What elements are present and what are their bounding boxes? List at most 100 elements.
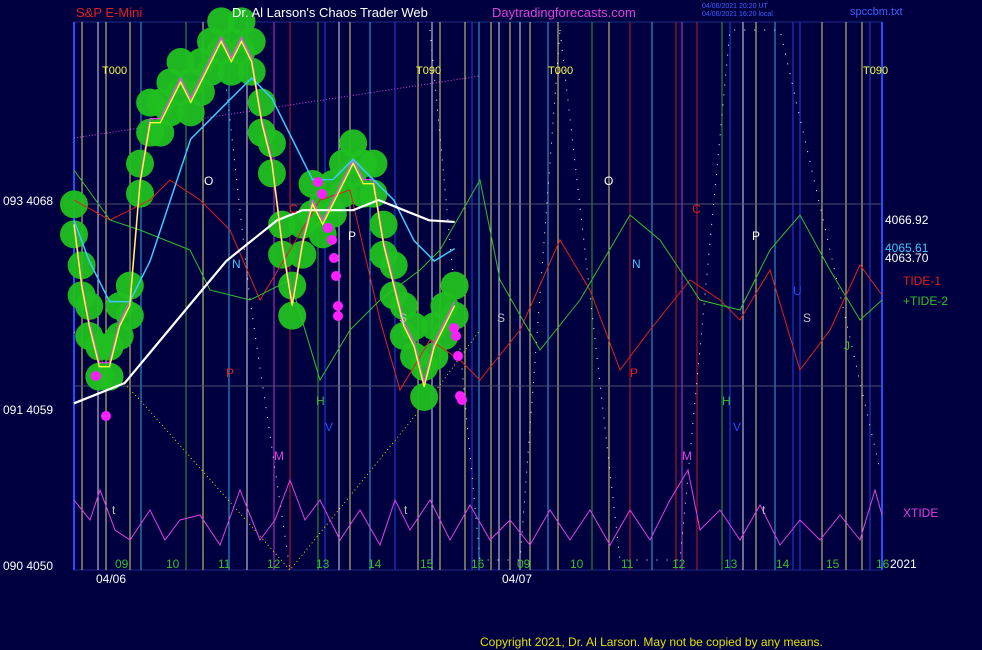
hour-label: 16 [876,557,890,571]
band-blob [288,240,317,269]
hour-label: 15 [826,557,840,571]
green-band-blobs [60,7,469,411]
magenta-markers [91,177,467,421]
hour-label: 11 [621,557,634,571]
band-blob [278,271,307,300]
band-blob [268,210,297,239]
t-label: T090 [416,65,441,77]
letter-marker: V [733,420,741,434]
magenta-marker [323,223,333,233]
dotted-curve [219,29,291,571]
letter-marker: H [722,394,731,408]
y-label: 091 4059 [3,403,53,417]
band-blob [257,129,286,158]
data-file-name: spccbm.txt [850,6,903,18]
symbol-title: S&P E-Mini [76,5,142,20]
letter-marker: C [692,202,701,216]
hour-label: 09 [517,557,531,571]
magenta-marker [313,177,323,187]
magenta-marker [331,271,341,281]
band-blob [75,292,104,320]
site-title: Dr. Al Larson's Chaos Trader Web [232,5,428,20]
magenta-marker [101,411,111,421]
band-blob [125,149,154,178]
hour-label: 09 [115,557,129,571]
horizontal-grid [73,75,882,387]
dotted-cycle-curves [73,29,881,571]
letter-marker: P [348,229,356,243]
letter-marker: N [632,257,641,271]
letter-marker: P [752,229,760,243]
hour-label: 12 [267,557,281,571]
magenta-marker [457,395,467,405]
letter-marker: H [316,394,325,408]
band-blob [115,301,144,330]
tide2-curve [73,169,883,382]
price-line [73,39,456,388]
t-label: T000 [548,65,573,77]
time-cycle-lines [73,22,883,570]
band-blob [95,362,124,391]
hour-axis: 09 10 11 12 13 14 15 16 09 10 11 12 13 14 15 16 [115,557,890,571]
letter-marker: S [803,311,811,325]
hour-label: 11 [218,557,231,571]
hour-label: 13 [316,557,330,571]
y-label: 090 4050 [3,559,53,573]
band-blob [60,220,88,249]
letter-marker: V [325,420,333,434]
letter-marker: C [289,202,298,216]
hour-label: 13 [724,557,738,571]
letter-marker: P [630,366,638,380]
hour-label: 10 [570,557,584,571]
band-blob [440,271,469,300]
letter-marker: N [232,257,241,271]
letter-marker: t [762,503,766,517]
magenta-marker [91,371,101,381]
band-blob [60,190,88,219]
tide-curves [73,169,883,547]
band-blob [379,251,408,280]
band-blob [369,210,398,239]
letter-marker: S [399,311,407,325]
band-blob [359,149,388,178]
xtide-label: XTIDE [903,506,938,520]
t-label: T090 [863,65,888,77]
magenta-marker [327,235,337,245]
letter-marker: t [404,503,408,517]
tide1-curve [73,179,883,392]
dotted-curve [559,29,881,561]
letter-marker: P [226,366,234,380]
band-blob [410,383,439,411]
magenta-marker [333,301,343,311]
tide2-label: +TIDE-2 [903,294,948,308]
xtide-curve [73,468,883,547]
magenta-marker [451,331,461,341]
band-blob [247,88,276,117]
date-label: 04/06 [96,572,126,586]
band-blob [440,301,469,330]
slow-avg-label: 4063.70 [885,251,929,265]
hour-label: 10 [166,557,180,571]
letter-marker: S [497,311,505,325]
y-label: 093 4068 [3,194,53,208]
letter-marker: M [274,449,284,463]
magenta-marker [449,323,459,333]
letter-marker: M [682,449,692,463]
band-blob [115,271,144,300]
last-price-label: 4066.92 [885,213,929,227]
hour-label: 12 [672,557,686,571]
band-blob [257,159,286,188]
magenta-marker [453,351,463,361]
fast-avg-label: 4065.61 [885,241,929,255]
letter-marker: O [204,174,213,188]
timestamp-local: 04/06/2021 16:20 local [702,11,773,18]
hour-label: 14 [776,557,790,571]
series-line [73,198,455,405]
magenta-marker [329,253,339,263]
site-url[interactable]: Daytradingforecasts.com [492,5,636,20]
band-blob [237,57,266,86]
magenta-marker [317,189,327,199]
letter-marker: O [604,174,613,188]
